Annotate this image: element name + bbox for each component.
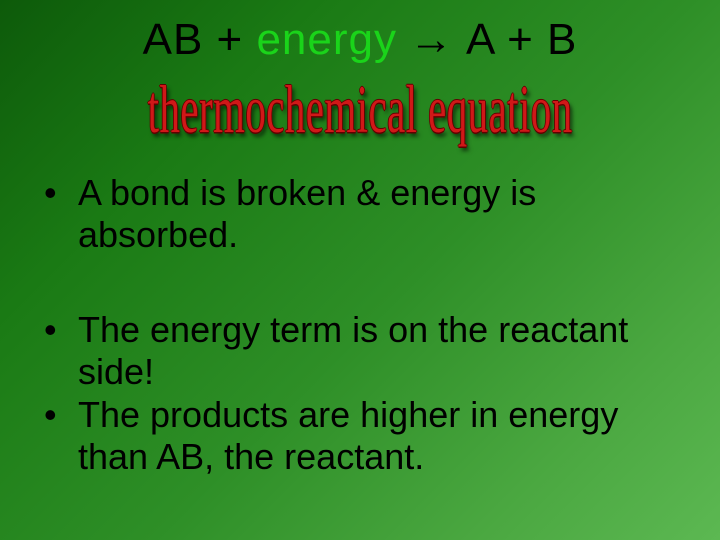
list-item: The energy term is on the reactant side! bbox=[78, 309, 690, 394]
wordart-title: thermochemical equation bbox=[148, 70, 573, 148]
list-item: The products are higher in energy than A… bbox=[78, 394, 690, 479]
bullet-text: The energy term is on the reactant side! bbox=[78, 309, 628, 392]
equation-energy-word: energy bbox=[256, 15, 397, 64]
bullet-text: A bond is broken & energy is absorbed. bbox=[78, 172, 536, 255]
list-item: A bond is broken & energy is absorbed. bbox=[78, 172, 690, 257]
arrow-icon: → bbox=[397, 15, 466, 64]
bullet-text: The products are higher in energy than A… bbox=[78, 394, 618, 477]
equation-products: A + B bbox=[466, 15, 577, 64]
bullet-spacer bbox=[78, 257, 690, 309]
equation-line: AB + energy → A + B bbox=[0, 14, 720, 65]
bullet-list: A bond is broken & energy is absorbed. T… bbox=[30, 172, 720, 479]
wordart-container: thermochemical equation bbox=[0, 70, 720, 128]
equation-reactant-ab: AB + bbox=[143, 15, 257, 64]
slide-container: AB + energy → A + B thermochemical equat… bbox=[0, 0, 720, 540]
